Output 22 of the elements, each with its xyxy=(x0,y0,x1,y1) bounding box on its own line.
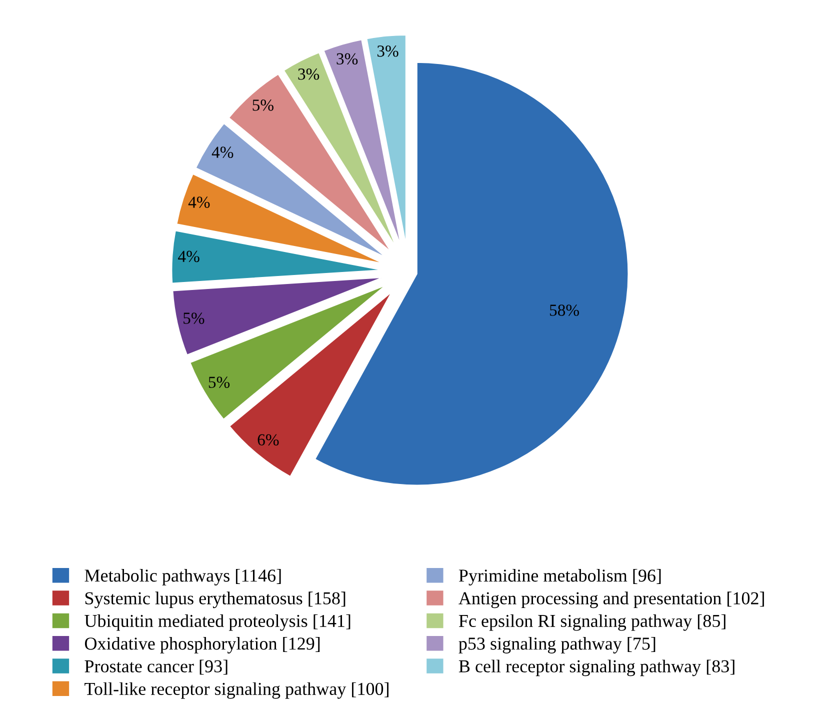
legend-label: Systemic lupus erythematosus [158] xyxy=(85,592,346,608)
legend-label: Toll-like receptor signaling pathway [100] xyxy=(84,682,388,699)
legend-label: p53 signaling pathway [75] xyxy=(458,637,656,654)
data-label: 4% xyxy=(178,250,200,262)
data-label: 58% xyxy=(550,304,579,316)
data-label: 3% xyxy=(377,45,398,57)
data-label: 5% xyxy=(208,376,230,388)
legend-label: B cell receptor signaling pathway [83] xyxy=(458,660,734,676)
legend-label: Ubiquitin mediated proteolysis [141] xyxy=(84,614,350,631)
data-label: 4% xyxy=(188,196,210,208)
legend-label: Pyrimidine metabolism [96] xyxy=(458,569,661,586)
legend-label: Fc epsilon RI signaling pathway [85] xyxy=(458,614,726,631)
legend-label: Oxidative phosphorylation [129] xyxy=(84,637,320,654)
legend-label: Antigen processing and presentation [102] xyxy=(458,592,764,608)
data-label: 3% xyxy=(336,53,358,65)
data-label: 6% xyxy=(258,434,279,446)
legend-label: Prostate cancer [93] xyxy=(84,660,228,675)
data-label: 5% xyxy=(184,312,204,324)
data-label: 3% xyxy=(298,68,320,80)
legend-label: Metabolic pathways [1146] xyxy=(84,569,281,586)
data-label: 4% xyxy=(212,146,234,158)
data-label: 5% xyxy=(252,100,274,111)
